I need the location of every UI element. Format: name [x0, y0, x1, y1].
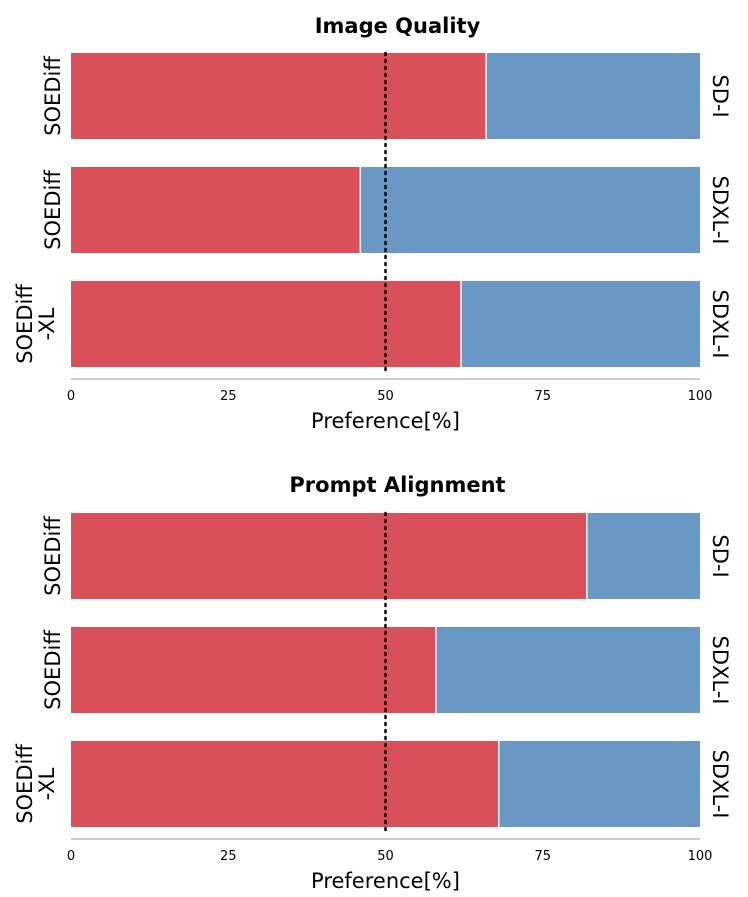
- x-tick-label: 75: [534, 849, 551, 864]
- right-label: SDXL-I: [708, 636, 732, 705]
- bar-right: [586, 513, 700, 599]
- right-label: SDXL-I: [708, 750, 732, 819]
- x-tick-label: 50: [377, 849, 394, 864]
- chart-title: Image Quality: [315, 14, 481, 38]
- x-tick-label: 100: [688, 389, 713, 404]
- chart-panel-2: Prompt Alignment SOEDiff SD-I SOEDiff SDXL-I…: [13, 473, 732, 893]
- left-label: SOEDiff: [41, 170, 65, 250]
- x-tick-label: 75: [534, 389, 551, 404]
- left-label: SOEDiff: [13, 284, 37, 364]
- bar-left: [71, 627, 436, 713]
- chart-title: Prompt Alignment: [289, 473, 505, 497]
- x-tick-label: 0: [67, 849, 75, 864]
- right-label: SDXL-I: [708, 176, 732, 245]
- x-tick-label: 100: [688, 849, 713, 864]
- bar-right: [360, 167, 700, 253]
- bar-right: [486, 53, 700, 139]
- left-label: SOEDiff: [13, 744, 37, 824]
- bar-right: [498, 741, 700, 827]
- x-tick-label: 25: [220, 389, 237, 404]
- bar-right: [460, 281, 700, 367]
- bar-left: [71, 53, 487, 139]
- bar-right: [435, 627, 700, 713]
- left-label: SOEDiff: [41, 630, 65, 710]
- x-axis-label: Preference[%]: [311, 409, 460, 433]
- right-label: SD-I: [708, 74, 732, 117]
- x-axis-label: Preference[%]: [311, 869, 460, 893]
- bar-left: [71, 281, 461, 367]
- left-label: -XL: [35, 767, 59, 800]
- right-label: SD-I: [708, 534, 732, 577]
- x-tick-label: 50: [377, 389, 394, 404]
- right-label: SDXL-I: [708, 290, 732, 359]
- x-tick-label: 0: [67, 389, 75, 404]
- x-tick-label: 25: [220, 849, 237, 864]
- left-label: SOEDiff: [41, 56, 65, 136]
- bar-left: [71, 513, 587, 599]
- left-label: SOEDiff: [41, 516, 65, 596]
- bar-left: [71, 741, 499, 827]
- left-label: -XL: [35, 307, 59, 340]
- chart-panel-1: Image Quality SOEDiff SD-I SOEDiff SDXL-I SOE…: [13, 14, 732, 433]
- bar-left: [71, 167, 361, 253]
